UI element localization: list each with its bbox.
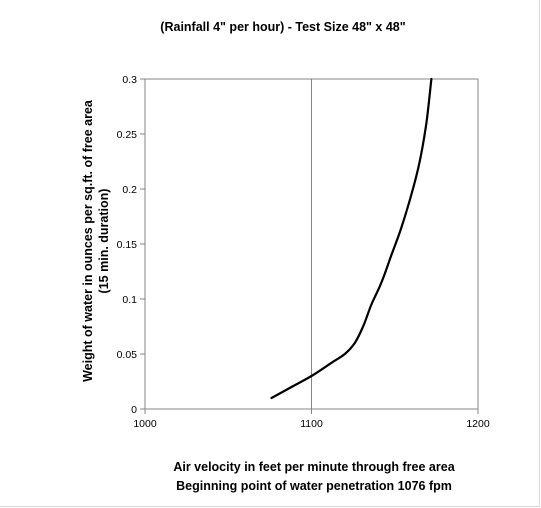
y-tick-label: 0.05 (117, 349, 138, 361)
y-tick-label: 0.2 (122, 184, 137, 196)
y-tick-label: 0.15 (117, 239, 138, 251)
series-group (270, 77, 433, 400)
y-tick-labels: 0 0.05 0.1 0.15 0.2 0.25 0.3 (117, 74, 138, 416)
y-tick-label: 0.25 (117, 129, 138, 141)
x-tick-labels: 1000 1100 1200 (133, 418, 490, 430)
x-tick-label: 1200 (466, 418, 490, 430)
y-axis-title-line1: Weight of water in ounces per sq.ft. of … (81, 99, 95, 382)
x-tick-label: 1000 (133, 418, 157, 430)
axes (140, 78, 479, 414)
x-axis-title-line1: Air velocity in feet per minute through … (173, 460, 455, 474)
y-tick-label: 0.3 (122, 74, 137, 86)
x-axis-title-line2: Beginning point of water penetration 107… (176, 479, 452, 493)
y-tick-label: 0 (131, 404, 137, 416)
series-line (270, 77, 433, 400)
chart-title: (Rainfall 4" per hour) - Test Size 48" x… (160, 20, 405, 34)
y-axis-title-line2: (15 min. duration) (97, 189, 111, 294)
x-tick-label: 1100 (300, 418, 323, 430)
y-tick-label: 0.1 (122, 294, 137, 306)
